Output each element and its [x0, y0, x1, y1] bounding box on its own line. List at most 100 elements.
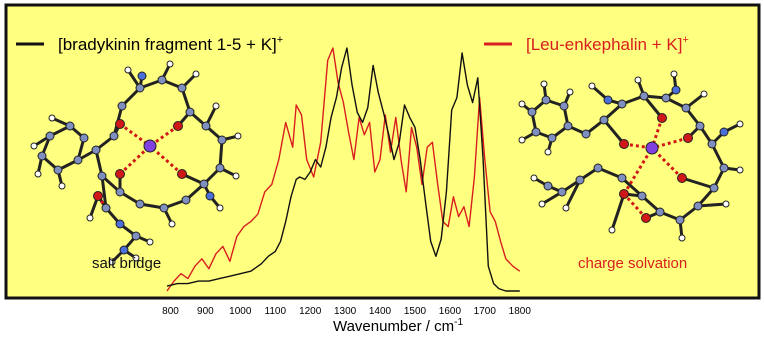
- bond: [697, 202, 727, 208]
- hydrogen-atom: [678, 234, 686, 242]
- hydrogen-atom: [232, 172, 240, 180]
- oxygen-atom: [93, 191, 103, 201]
- carbon-atom: [655, 207, 665, 217]
- interaction-dash: [149, 144, 183, 176]
- carbon-atom: [159, 203, 169, 213]
- carbon-atom: [73, 155, 83, 165]
- bond: [602, 119, 626, 145]
- carbon-atom: [547, 133, 557, 143]
- x-tick-label: 800: [162, 306, 179, 317]
- bond: [100, 175, 108, 209]
- potassium-ion: [645, 141, 659, 155]
- oxygen-atom: [177, 169, 187, 179]
- nitrogen-atom: [115, 219, 125, 229]
- carbon-atom: [617, 173, 627, 183]
- legend: [bradykinin fragment 1-5 + K]+ [Leu-enke…: [16, 34, 689, 54]
- carbon-atom: [97, 171, 107, 181]
- hydrogen-atom: [722, 200, 730, 208]
- interaction-dash: [650, 146, 684, 180]
- oxygen-atom: [677, 173, 687, 183]
- interaction-dash: [623, 142, 653, 150]
- hydrogen-atom: [670, 70, 678, 78]
- hydrogen-atom: [146, 238, 154, 246]
- nitrogen-atom: [119, 245, 129, 255]
- carbon-atom: [135, 83, 145, 93]
- carbon-atom: [217, 135, 227, 145]
- oxygen-atom: [173, 121, 183, 131]
- potassium-ion: [143, 139, 157, 153]
- bond: [610, 193, 626, 231]
- carbon-atom: [135, 199, 145, 209]
- carbon-atom: [101, 203, 111, 213]
- carbon-atom: [681, 103, 691, 113]
- legend-label-bradykinin: [bradykinin fragment 1-5 + K]+: [58, 34, 283, 54]
- molecule-charge-solvation: [518, 70, 744, 242]
- carbon-atom: [115, 187, 125, 197]
- x-tick-label: 1200: [299, 306, 322, 317]
- oxygen-atom: [641, 213, 651, 223]
- label-salt-bridge: salt bridge: [92, 255, 161, 272]
- nitrogen-atom: [603, 95, 613, 105]
- carbon-atom: [639, 91, 649, 101]
- hydrogen-atom: [212, 102, 220, 110]
- hydrogen-atom: [540, 80, 548, 88]
- carbon-atom: [531, 127, 541, 137]
- x-tick-label: 1000: [229, 306, 252, 317]
- hydrogen-atom: [34, 170, 42, 178]
- carbon-atom: [719, 163, 729, 173]
- carbon-atom: [617, 99, 627, 109]
- hydrogen-atom: [562, 204, 570, 212]
- hydrogen-atom: [192, 70, 200, 78]
- carbon-atom: [575, 175, 585, 185]
- plot-panel: [4, 3, 761, 300]
- bond: [218, 139, 224, 169]
- hydrogen-atom: [168, 220, 176, 228]
- x-tick-label: 1500: [404, 306, 427, 317]
- carbon-atom: [693, 201, 703, 211]
- carbon-atom: [581, 129, 591, 139]
- carbon-atom: [593, 163, 603, 173]
- bond: [681, 176, 715, 190]
- interaction-dash: [622, 147, 654, 195]
- hydrogen-atom: [132, 254, 140, 262]
- spectra: [166, 47, 521, 292]
- x-tick-label: 1600: [439, 306, 462, 317]
- series-leu-enkephalin-line: [166, 47, 521, 292]
- carbon-atom: [185, 107, 195, 117]
- carbon-atom: [45, 131, 55, 141]
- x-tick-label: 1700: [474, 306, 497, 317]
- carbon-atom: [557, 187, 567, 197]
- carbon-atom: [707, 139, 717, 149]
- carbon-atom: [65, 121, 75, 131]
- oxygen-atom: [683, 133, 693, 143]
- oxygen-atom: [619, 139, 629, 149]
- hydrogen-atom: [538, 200, 546, 208]
- carbon-atom: [91, 145, 101, 155]
- hydrogen-atom: [108, 258, 116, 266]
- hydrogen-atom: [566, 88, 574, 96]
- carbon-atom: [177, 83, 187, 93]
- x-axis: 800 900 1000 1100 1200 1300 1400 1500 1600 1700 18…: [162, 306, 531, 317]
- legend-label-leu-enkephalin: [Leu-enkephalin + K]+: [526, 34, 689, 54]
- interaction-dash: [118, 144, 152, 176]
- carbon-atom: [215, 163, 225, 173]
- hydrogen-atom: [700, 90, 708, 98]
- carbon-atom: [675, 215, 685, 225]
- carbon-atom: [53, 165, 63, 175]
- nitrogen-atom: [137, 71, 147, 81]
- carbon-atom: [199, 179, 209, 189]
- carbon-atom: [527, 107, 537, 117]
- hydrogen-atom: [30, 142, 38, 150]
- hydrogen-atom: [124, 66, 132, 74]
- x-tick-label: 1300: [334, 306, 357, 317]
- x-tick-label: 900: [197, 306, 214, 317]
- hydrogen-atom: [86, 214, 94, 222]
- carbon-atom: [181, 195, 191, 205]
- x-tick-label: 1100: [265, 306, 287, 317]
- carbon-atom: [131, 231, 141, 241]
- hydrogen-atom: [736, 166, 744, 174]
- carbon-atom: [37, 151, 47, 161]
- nitrogen-atom: [719, 127, 729, 137]
